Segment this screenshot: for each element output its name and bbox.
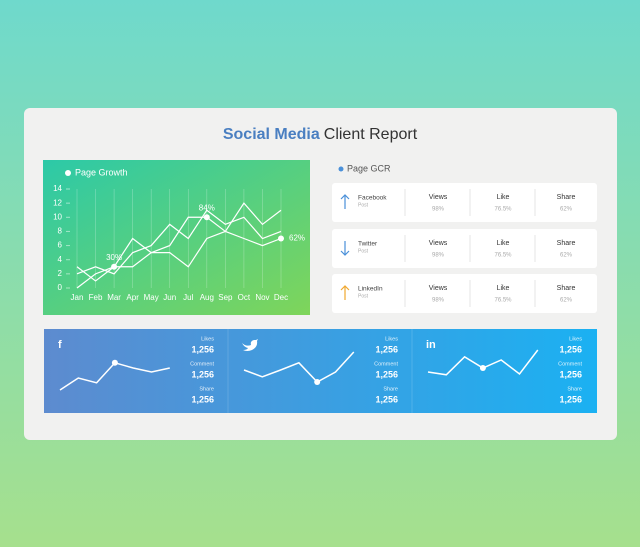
- stat-label: Likes: [201, 336, 214, 342]
- col-header: Share: [557, 285, 576, 292]
- trend-highlight: [111, 359, 118, 366]
- cell-value: 98%: [432, 207, 445, 213]
- col-header: Share: [557, 194, 576, 201]
- gcr-dot: [338, 166, 344, 172]
- gcr-row: [332, 183, 597, 222]
- series-line: [76, 230, 282, 289]
- col-header: Like: [497, 285, 510, 292]
- cell-value: 62%: [560, 298, 573, 304]
- arrow-head: [340, 285, 350, 291]
- stat-value: 1,256: [375, 394, 398, 404]
- stat-value: 1,256: [375, 369, 398, 379]
- title-bold: Social Media: [223, 126, 320, 143]
- annotation-label: 30%: [106, 253, 122, 262]
- trend-highlight: [314, 379, 321, 385]
- x-tick-label: Jan: [71, 293, 84, 302]
- stat-label: Likes: [569, 336, 582, 342]
- chart-title: Page Growth: [75, 167, 128, 177]
- y-tick-label: 8: [58, 227, 63, 236]
- cell-value: 76.5%: [494, 207, 512, 213]
- stat-value: 1,256: [375, 344, 398, 354]
- stat-label: Share: [567, 386, 582, 392]
- gcr-row: [332, 274, 597, 313]
- stat-value: 1,256: [559, 369, 582, 379]
- title-rest: Client Report: [324, 126, 418, 143]
- row-sub: Post: [358, 202, 369, 208]
- gcr-row: [332, 229, 597, 268]
- stat-label: Share: [199, 386, 214, 392]
- legend-dot: [65, 170, 71, 176]
- x-tick-label: Jun: [163, 293, 176, 302]
- cell-value: 98%: [432, 298, 445, 304]
- stat-value: 1,256: [559, 394, 582, 404]
- x-tick-label: Aug: [200, 293, 214, 302]
- y-tick-label: 10: [53, 212, 62, 221]
- stat-label: Comment: [190, 361, 214, 367]
- y-tick-label: 12: [53, 198, 62, 207]
- growth-panel: [43, 160, 310, 315]
- y-tick-label: 0: [58, 283, 63, 292]
- y-tick-label: 14: [53, 184, 62, 193]
- row-sub: Post: [358, 248, 369, 254]
- y-tick-label: 6: [58, 241, 63, 250]
- stat-label: Likes: [385, 336, 398, 342]
- annotation-label: 62%: [289, 234, 305, 243]
- x-tick-label: Sep: [218, 293, 233, 302]
- x-tick-label: Dec: [274, 293, 288, 302]
- arrow-head: [340, 194, 350, 200]
- stat-value: 1,256: [559, 344, 582, 354]
- y-tick-label: 2: [58, 269, 63, 278]
- x-tick-label: Mar: [107, 293, 121, 302]
- annotation-marker: [203, 214, 210, 221]
- row-name: Facebook: [358, 195, 387, 202]
- cell-value: 76.5%: [494, 298, 512, 304]
- trend-highlight: [479, 365, 486, 371]
- row-sub: Post: [358, 293, 369, 299]
- x-tick-label: Nov: [255, 293, 269, 302]
- twitter-icon: [242, 339, 258, 351]
- row-name: Twitter: [358, 241, 378, 248]
- cell-value: 76.5%: [494, 253, 512, 259]
- social-icon: in: [426, 339, 436, 351]
- x-tick-label: Jul: [183, 293, 193, 302]
- x-tick-label: Oct: [238, 293, 251, 302]
- col-header: Like: [497, 240, 510, 247]
- series-line: [76, 209, 282, 275]
- title: Social Media Client Report: [223, 126, 418, 143]
- arrow-head: [340, 250, 350, 256]
- gcr-title: Page GCR: [347, 163, 391, 173]
- col-header: Views: [429, 240, 448, 247]
- annotation-label: 84%: [199, 203, 215, 212]
- social-strip: [44, 329, 597, 413]
- stat-label: Share: [383, 386, 398, 392]
- y-tick-label: 4: [58, 255, 63, 264]
- cell-value: 62%: [560, 253, 573, 259]
- annotation-marker: [111, 263, 118, 270]
- stat-label: Comment: [374, 361, 398, 367]
- stat-label: Comment: [558, 361, 582, 367]
- social-icon: f: [58, 339, 62, 351]
- stat-value: 1,256: [191, 394, 214, 404]
- stat-value: 1,256: [191, 369, 214, 379]
- row-name: LinkedIn: [358, 286, 383, 293]
- col-header: Views: [429, 285, 448, 292]
- x-tick-label: Apr: [126, 293, 139, 302]
- x-tick-label: May: [144, 293, 159, 302]
- stat-value: 1,256: [191, 344, 214, 354]
- x-tick-label: Feb: [89, 293, 103, 302]
- col-header: Views: [429, 194, 448, 201]
- col-header: Share: [557, 240, 576, 247]
- cell-value: 62%: [560, 207, 573, 213]
- cell-value: 98%: [432, 253, 445, 259]
- trend-line: [243, 351, 355, 383]
- col-header: Like: [497, 194, 510, 201]
- annotation-marker: [278, 235, 284, 242]
